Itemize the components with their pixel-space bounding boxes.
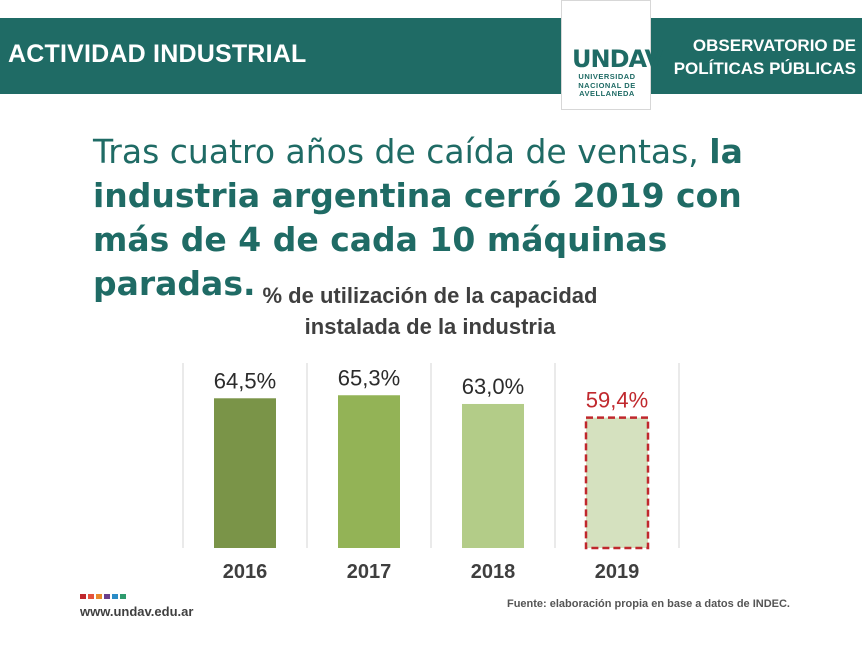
chart-title-line1: % de utilización de la capacidad: [262, 283, 598, 308]
logo-text-line2: NACIONAL DE: [578, 80, 636, 90]
brand-dot: [96, 594, 102, 599]
headline: Tras cuatro años de caída de ventas, la …: [93, 130, 793, 306]
website-url[interactable]: www.undav.edu.ar: [80, 604, 194, 619]
header-bar: ACTIVIDAD INDUSTRIAL OBSERVATORIO DE POL…: [0, 18, 862, 94]
brand-dot: [112, 594, 118, 599]
org-name: OBSERVATORIO DE POLÍTICAS PÚBLICAS: [674, 34, 856, 80]
brand-dot: [88, 594, 94, 599]
logo-text: UNIVERSIDAD NACIONAL DE AVELLANEDA: [566, 72, 648, 99]
logo-text-line1: UNIVERSIDAD: [578, 72, 636, 81]
undav-logo: UNDAV UNIVERSIDAD NACIONAL DE AVELLANEDA: [561, 0, 663, 110]
source-note: Fuente: elaboración propia en base a dat…: [506, 598, 790, 610]
x-tick-label-2018: 2018: [471, 561, 516, 583]
org-name-line1: OBSERVATORIO DE: [692, 36, 856, 55]
headline-plain: Tras cuatro años de caída de ventas,: [93, 132, 710, 171]
data-label-2019: 59,4%: [586, 388, 648, 413]
x-tick-label-2017: 2017: [347, 561, 392, 583]
data-label-2017: 65,3%: [338, 365, 400, 390]
data-label-2016: 64,5%: [214, 368, 276, 393]
bar-2019: [584, 416, 650, 550]
chart-title: % de utilización de la capacidad instala…: [180, 280, 680, 342]
x-tick-label-2019: 2019: [595, 561, 640, 583]
brand-dot: [120, 594, 126, 599]
org-name-line2: POLÍTICAS PÚBLICAS: [673, 59, 856, 78]
data-label-2018: 63,0%: [462, 374, 524, 399]
brand-color-dots: [80, 594, 140, 600]
bar-2017: [338, 395, 400, 548]
bar-2018: [462, 403, 524, 548]
x-tick-label-2016: 2016: [223, 561, 268, 583]
logo-text-line3: AVELLANEDA: [579, 89, 635, 98]
headline-bold: la industria argentina cerró 2019 con má…: [93, 132, 743, 303]
chart-title-line2: instalada de la industria: [304, 314, 556, 339]
section-title: ACTIVIDAD INDUSTRIAL: [8, 40, 307, 68]
brand-dot: [80, 594, 86, 599]
brand-dot: [104, 594, 110, 599]
bar-2016: [214, 398, 276, 548]
